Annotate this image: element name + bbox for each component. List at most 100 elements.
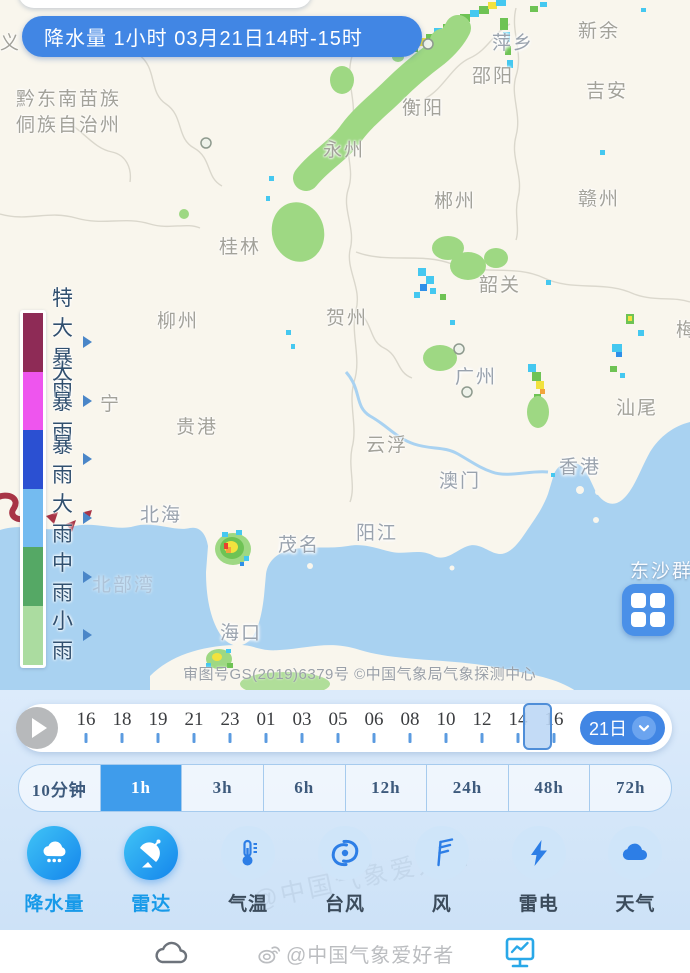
rain-cloud-icon — [27, 826, 82, 880]
tick-mark — [120, 733, 124, 743]
tick-label: 23 — [220, 709, 240, 730]
timeline-tick-7: 05 — [329, 709, 348, 743]
legend-swatch — [23, 313, 43, 372]
map-label: 衡阳 — [402, 98, 445, 119]
mode-radar-dish[interactable]: 雷达 — [106, 820, 196, 924]
play-icon — [32, 718, 47, 738]
cloud-outline-icon — [155, 941, 188, 964]
legend-item: 小雨 — [52, 606, 92, 665]
thermometer-icon — [221, 826, 276, 880]
legend-item: 暴雨 — [52, 430, 92, 489]
legend-color-bar — [20, 310, 46, 668]
duration-tab-5[interactable]: 24h — [426, 765, 508, 811]
play-button[interactable] — [16, 707, 58, 749]
watermark-text: @中国气象爱好者 — [286, 945, 455, 967]
tick-label: 06 — [364, 709, 384, 730]
map-label: 北海 — [140, 505, 183, 526]
duration-tab-1[interactable]: 1h — [99, 765, 182, 811]
timeline-bar: 16 18 19 21 23 01 03 05 06 08 10 12 14 16 21日 — [16, 703, 672, 752]
tick-mark — [516, 733, 520, 743]
tick-label: 14 — [508, 709, 528, 730]
tick-label: 01 — [256, 709, 276, 730]
legend-arrow-icon — [83, 512, 92, 525]
timeline-tick-3: 21 — [185, 709, 204, 743]
mode-label: 雷电 — [518, 894, 559, 915]
duration-tab-2[interactable]: 3h — [181, 765, 263, 811]
map-area[interactable]: 义黔东南苗族 侗族自治州 新余 萍乡 邵阳 吉安 衡阳 永州 郴州 赣州 桂林 韶关 柳州 贺州梅广州 汕尾… — [0, 0, 690, 694]
time-slider-handle[interactable] — [523, 703, 552, 750]
legend-item: 中雨 — [52, 547, 92, 606]
legend-item: 特大暴雨 — [52, 287, 92, 400]
duration-tabs: 10分钟 1h 3h 6h 12h 24h 48h 72h — [18, 764, 672, 812]
map-label: 茂名 — [278, 535, 321, 556]
mode-thermometer[interactable]: 气温 — [203, 820, 293, 924]
tick-mark — [444, 733, 448, 743]
mode-cloud[interactable]: 天气 — [590, 820, 680, 924]
layers-grid-button[interactable] — [622, 584, 674, 636]
legend-label: 大雨 — [52, 493, 75, 547]
map-label: 东沙群 — [630, 561, 690, 582]
duration-tab-6[interactable]: 48h — [507, 765, 590, 811]
timeline-tick-11: 12 — [473, 709, 492, 743]
map-label: 郴州 — [434, 191, 477, 212]
tick-label: 08 — [400, 709, 420, 730]
search-bar-remnant[interactable] — [18, 0, 312, 8]
map-label: 桂林 — [219, 237, 262, 258]
legend-arrow-icon — [83, 570, 92, 583]
tick-mark — [192, 733, 196, 743]
layer-status-text: 降水量 1小时 03月21日14时-15时 — [44, 28, 363, 50]
mode-label: 降水量 — [24, 894, 85, 915]
timeline-ticks: 16 18 19 21 23 01 03 05 06 08 10 12 14 16 — [18, 704, 672, 752]
mode-lightning[interactable]: 雷电 — [494, 820, 584, 924]
legend-item: 大雨 — [52, 489, 92, 548]
mode-rain-cloud[interactable]: 降水量 — [9, 820, 99, 924]
timeline-tick-2: 19 — [149, 709, 168, 743]
tick-mark — [372, 733, 376, 743]
timeline-tick-10: 10 — [437, 709, 456, 743]
map-label: 邵阳 — [472, 66, 515, 87]
chart-monitor-button[interactable] — [503, 936, 537, 972]
map-label: 赣州 — [578, 189, 621, 210]
map-label: 侗族自治州 — [16, 115, 122, 136]
map-label: 梅 — [676, 320, 690, 341]
map-label: 柳州 — [157, 311, 200, 332]
mode-typhoon[interactable]: 台风 — [300, 820, 390, 924]
timeline-tick-9: 08 — [401, 709, 420, 743]
mode-wind-barb[interactable]: 风 — [397, 820, 487, 924]
tick-label: 16 — [76, 709, 96, 730]
tick-mark — [480, 733, 484, 743]
duration-tab-4[interactable]: 12h — [344, 765, 427, 811]
duration-tab-0[interactable]: 10分钟 — [31, 780, 87, 800]
tick-label: 18 — [112, 709, 132, 730]
tick-label: 10 — [436, 709, 456, 730]
tick-label: 19 — [148, 709, 168, 730]
mode-row: 降水量 雷达 气温 台风 风 雷电 天气 — [0, 820, 690, 924]
tick-label: 03 — [292, 709, 312, 730]
lightning-icon — [511, 826, 566, 880]
date-selector-button[interactable]: 21日 — [580, 711, 665, 745]
legend-swatch — [23, 547, 43, 606]
map-label: 吉安 — [586, 81, 629, 102]
cloud-outline-button[interactable] — [152, 939, 192, 969]
legend-item: 大暴雨 — [52, 361, 92, 444]
tick-mark — [552, 733, 556, 743]
chevron-down-icon — [632, 716, 657, 740]
tick-mark — [408, 733, 412, 743]
tick-mark — [300, 733, 304, 743]
typhoon-icon — [317, 826, 372, 880]
map-label: 贺州 — [326, 308, 369, 329]
map-label: 永州 — [323, 140, 366, 161]
mode-label: 风 — [431, 894, 452, 915]
legend-swatch — [23, 605, 43, 665]
timeline-tick-1: 18 — [113, 709, 132, 743]
legend-arrow-icon — [83, 394, 92, 407]
mode-label: 天气 — [615, 894, 656, 915]
tick-label: 21 — [184, 709, 204, 730]
map-label: 贵港 — [176, 417, 219, 438]
map-label: 宁 — [100, 394, 122, 415]
timeline-tick-6: 03 — [293, 709, 312, 743]
legend-swatch — [23, 371, 43, 431]
duration-tab-3[interactable]: 6h — [262, 765, 345, 811]
duration-tab-7[interactable]: 72h — [589, 765, 671, 811]
